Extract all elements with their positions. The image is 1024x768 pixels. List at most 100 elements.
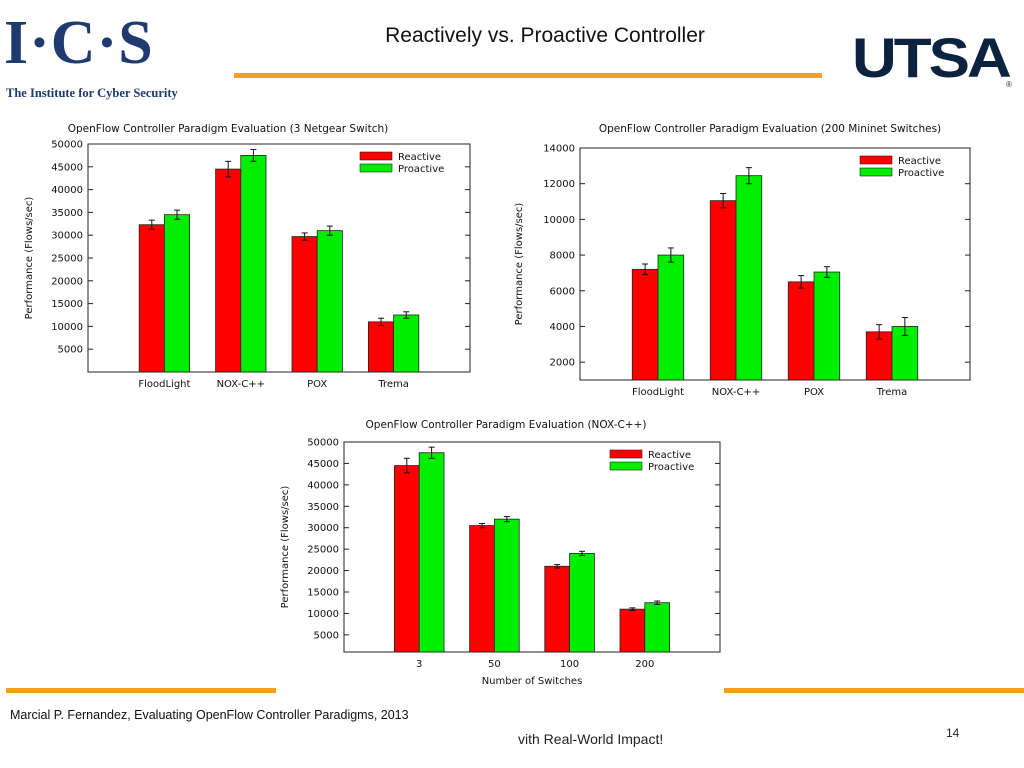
y-tick-label: 10000 [307,609,339,620]
ics-logo-text: I·C·S [4,9,154,77]
bar-reactive [709,200,737,381]
legend-swatch-reactive [859,155,893,165]
x-tick-label: FloodLight [632,387,684,398]
bar-proactive [813,271,841,381]
legend-label-proactive: Proactive [398,164,444,175]
bar-reactive [631,268,659,381]
y-tick-label: 20000 [307,566,339,577]
title-underline [234,73,822,78]
plot-frame [343,441,721,653]
chart-nox-svg: OpenFlow Controller Paradigm Evaluation … [280,419,721,687]
legend-swatch-reactive [609,449,643,459]
y-tick-label: 5000 [314,630,339,641]
y-tick-label: 15000 [307,588,339,599]
bar-reactive [138,224,165,373]
chart-title: OpenFlow Controller Paradigm Evaluation … [68,123,389,135]
legend-swatch-proactive [609,461,643,471]
x-tick-label: FloodLight [138,379,190,390]
y-tick-label: 45000 [51,162,83,173]
y-tick-label: 6000 [550,286,575,297]
y-tick-label: 50000 [51,140,83,151]
y-tick-label: 2000 [550,358,575,369]
y-tick-label: 35000 [307,502,339,513]
y-tick-label: 30000 [307,523,339,534]
y-axis-label: Performance (Flows/sec) [514,203,525,326]
y-tick-label: 12000 [543,179,575,190]
footer-rule-gap [276,686,724,696]
chart-netgear: OpenFlow Controller Paradigm Evaluation … [18,114,478,404]
bar-proactive [569,553,595,653]
chart-title: OpenFlow Controller Paradigm Evaluation … [599,123,941,135]
bar-proactive [493,518,520,653]
y-tick-label: 35000 [51,208,83,219]
legend-label-reactive: Reactive [398,152,441,163]
bar-proactive [393,314,420,373]
y-tick-label: 5000 [58,345,83,356]
registered-mark: ® [1006,80,1012,89]
bar-proactive [418,452,445,653]
y-tick-label: 45000 [307,459,339,470]
legend-swatch-reactive [359,151,393,161]
legend-label-reactive: Reactive [648,450,691,461]
chart-netgear-svg: OpenFlow Controller Paradigm Evaluation … [24,123,471,390]
slide-title: Reactively vs. Proactive Controller [385,24,705,47]
y-tick-label: 25000 [51,254,83,265]
y-tick-label: 20000 [51,276,83,287]
x-tick-label: 100 [560,659,579,670]
x-tick-label: Trema [876,387,908,398]
bar-reactive [291,236,318,373]
bar-reactive [865,331,893,381]
chart-mininet-svg: OpenFlow Controller Paradigm Evaluation … [514,123,971,398]
y-tick-label: 50000 [307,438,339,449]
legend-label-proactive: Proactive [898,168,944,179]
x-tick-label: NOX-C++ [217,379,265,390]
chart-nox: OpenFlow Controller Paradigm Evaluation … [274,412,726,692]
page-number: 14 [946,726,960,740]
y-tick-label: 25000 [307,545,339,556]
legend-label-proactive: Proactive [648,462,694,473]
chart-mininet: OpenFlow Controller Paradigm Evaluation … [508,114,978,404]
tagline: vith Real-World Impact! [518,731,664,747]
y-tick-label: 10000 [543,215,575,226]
bar-reactive [367,321,395,373]
ics-logo: I·C·S The Institute for Cyber Security [4,8,178,103]
bar-reactive [787,281,815,381]
chart-title: OpenFlow Controller Paradigm Evaluation … [366,419,647,431]
legend-label-reactive: Reactive [898,156,941,167]
x-tick-label: 50 [488,659,501,670]
x-tick-label: NOX-C++ [712,387,760,398]
bar-proactive [240,155,267,373]
bar-proactive [735,175,763,381]
bar-proactive [644,602,671,653]
bar-reactive [619,608,646,653]
y-tick-label: 10000 [51,322,83,333]
y-tick-label: 4000 [550,322,575,333]
y-tick-label: 14000 [543,144,575,155]
x-axis-label: Number of Switches [482,676,583,687]
bar-proactive [316,230,343,373]
y-tick-label: 40000 [51,185,83,196]
plot-frame [579,147,971,381]
bar-reactive [544,565,570,653]
citation: Marcial P. Fernandez, Evaluating OpenFlo… [10,708,409,722]
x-tick-label: POX [307,379,327,390]
bar-reactive [215,168,242,373]
x-tick-label: POX [804,387,824,398]
y-tick-label: 8000 [550,251,575,262]
y-axis-label: Performance (Flows/sec) [24,197,35,320]
bar-reactive [469,525,495,653]
legend-swatch-proactive [359,163,393,173]
utsa-logo: UTSA [852,27,1012,90]
x-tick-label: 3 [416,659,422,670]
y-axis-label: Performance (Flows/sec) [280,486,291,609]
bar-reactive [393,465,420,653]
bar-proactive [657,254,685,381]
x-tick-label: 200 [635,659,654,670]
x-tick-label: Trema [377,379,409,390]
y-tick-label: 40000 [307,480,339,491]
bar-proactive [163,214,191,373]
ics-logo-subtitle: The Institute for Cyber Security [6,86,178,100]
y-tick-label: 30000 [51,231,83,242]
y-tick-label: 15000 [51,299,83,310]
legend-swatch-proactive [859,167,893,177]
